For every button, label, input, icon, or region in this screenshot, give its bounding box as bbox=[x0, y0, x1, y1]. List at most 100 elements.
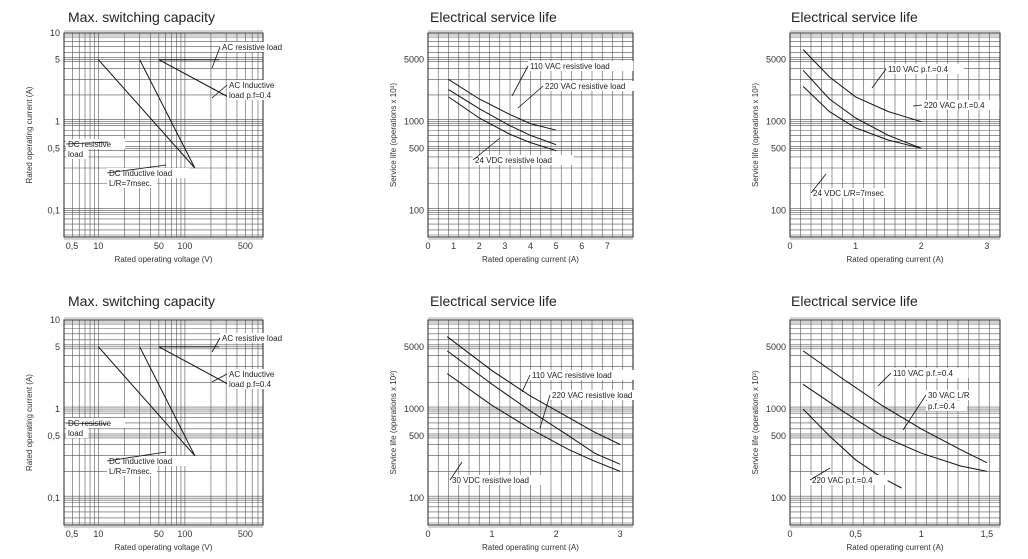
annotation-bg bbox=[926, 401, 967, 411]
y-tick-label: 100 bbox=[409, 205, 424, 215]
y-tick-label: 500 bbox=[409, 431, 424, 441]
series-line bbox=[802, 49, 922, 123]
leader-line bbox=[449, 461, 463, 481]
y-tick-label: 0,5 bbox=[47, 143, 60, 153]
leader-line bbox=[211, 373, 228, 383]
annotation-label: p.f.=0.4 bbox=[928, 402, 955, 411]
x-tick-label: 2 bbox=[477, 241, 482, 251]
x-tick-label: 1 bbox=[451, 241, 456, 251]
series-line bbox=[446, 350, 621, 465]
series-line bbox=[802, 383, 988, 472]
annotation-label: AC Inductive bbox=[229, 81, 275, 90]
annotation-label: DC Inductive load bbox=[109, 457, 172, 466]
chart-title: Electrical service life bbox=[791, 9, 918, 25]
annotation-bg bbox=[227, 90, 287, 100]
leader-line bbox=[65, 141, 109, 145]
series-line bbox=[446, 336, 621, 445]
annotation-label: load bbox=[68, 429, 83, 438]
chart-title: Electrical service life bbox=[791, 293, 918, 309]
leader-line bbox=[472, 137, 501, 161]
annotation-label: load bbox=[68, 150, 83, 159]
annotation-bg bbox=[107, 178, 157, 188]
leader-line bbox=[902, 394, 927, 431]
plot-frame bbox=[427, 32, 634, 238]
x-tick-label: 0 bbox=[787, 241, 792, 251]
annotation-label: load p.f=0.4 bbox=[229, 380, 272, 389]
x-axis-label: Rated operating current (A) bbox=[847, 543, 944, 552]
annotation-bg bbox=[886, 64, 964, 74]
grid bbox=[789, 30, 1001, 240]
x-axis-label: Rated operating voltage (V) bbox=[115, 255, 213, 264]
annotation-label: 220 VAC p.f.=0.4 bbox=[812, 476, 873, 485]
leader-line bbox=[517, 85, 544, 109]
chart-title: Electrical service life bbox=[430, 9, 557, 25]
annotation-bg bbox=[107, 466, 157, 476]
y-axis-label: Service life (operations x 10³) bbox=[389, 370, 398, 474]
annotation-label: 110 VAC resistive load bbox=[532, 371, 612, 380]
annotation-bg bbox=[810, 475, 888, 485]
x-tick-label: 0 bbox=[425, 241, 430, 251]
annotation-bg bbox=[66, 149, 89, 159]
y-axis-label: Service life (operations x 10³) bbox=[751, 83, 760, 187]
annotation-label: DC Inductive load bbox=[109, 169, 172, 178]
annotation-bg bbox=[66, 428, 89, 438]
y-axis-label: Service life (operations x 10³) bbox=[389, 83, 398, 187]
annotation-label: 30 VAC L/R bbox=[928, 391, 970, 400]
annotation-bg bbox=[543, 81, 649, 91]
grid bbox=[789, 317, 1001, 528]
annotation-label: 220 VAC resistive load bbox=[552, 391, 632, 400]
series-line bbox=[98, 346, 196, 457]
chart-3: Electrical service life 0 1 2 3 100 500 1000 500… bbox=[751, 9, 1001, 264]
chart-title: Max. switching capacity bbox=[68, 293, 215, 309]
y-tick-label: 0,1 bbox=[47, 493, 60, 503]
x-axis-label: Rated operating current (A) bbox=[482, 543, 579, 552]
leader-line bbox=[912, 104, 923, 107]
y-tick-label: 500 bbox=[771, 143, 786, 153]
y-tick-label: 5000 bbox=[766, 342, 786, 352]
x-tick-label: 3 bbox=[618, 529, 623, 539]
y-tick-label: 1 bbox=[55, 404, 60, 414]
leader-line bbox=[871, 68, 887, 89]
leader-line bbox=[877, 372, 892, 387]
y-tick-label: 1000 bbox=[766, 404, 786, 414]
annotation-bg bbox=[220, 333, 303, 343]
plot-frame bbox=[789, 32, 1001, 238]
x-tick-label: 3 bbox=[502, 241, 507, 251]
annotation-label: AC resistive load bbox=[222, 43, 282, 52]
annotation-bg bbox=[473, 155, 574, 165]
annotation-label: 24 VDC L/R=7msec bbox=[813, 189, 884, 198]
y-tick-label: 100 bbox=[409, 493, 424, 503]
chart-title: Max. switching capacity bbox=[68, 9, 215, 25]
grid bbox=[427, 317, 634, 528]
series-line bbox=[139, 346, 196, 456]
x-tick-label: 1,5 bbox=[981, 529, 994, 539]
x-tick-label: 500 bbox=[238, 529, 253, 539]
x-tick-label: 50 bbox=[154, 241, 164, 251]
x-tick-label: 100 bbox=[177, 529, 192, 539]
plot-frame bbox=[427, 319, 634, 526]
y-tick-label: 1 bbox=[55, 117, 60, 127]
x-tick-label: 2 bbox=[554, 529, 559, 539]
x-tick-label: 50 bbox=[154, 529, 164, 539]
x-tick-label: 3 bbox=[984, 241, 989, 251]
annotation-bg bbox=[811, 188, 889, 198]
y-tick-label: 1000 bbox=[766, 117, 786, 127]
y-tick-label: 5000 bbox=[404, 342, 424, 352]
leader-line bbox=[106, 451, 167, 462]
y-tick-label: 100 bbox=[771, 493, 786, 503]
y-tick-label: 500 bbox=[409, 143, 424, 153]
x-tick-label: 0,5 bbox=[849, 529, 862, 539]
series-line bbox=[158, 346, 233, 387]
chart-6: Electrical service life 0 0,5 1 1,5 100 500 100… bbox=[751, 293, 1001, 552]
annotation-bg bbox=[450, 475, 551, 485]
annotation-bg bbox=[107, 456, 190, 466]
annotation-bg bbox=[66, 139, 126, 149]
annotation-label: 110 VAC p.f.=0.4 bbox=[893, 369, 954, 378]
annotation-label: 24 VDC resistive load bbox=[475, 156, 552, 165]
plot-frame bbox=[789, 319, 1001, 526]
x-tick-label: 5 bbox=[554, 241, 559, 251]
series-line bbox=[802, 350, 988, 464]
y-tick-label: 5000 bbox=[404, 55, 424, 65]
x-axis-label: Rated operating current (A) bbox=[482, 255, 579, 264]
